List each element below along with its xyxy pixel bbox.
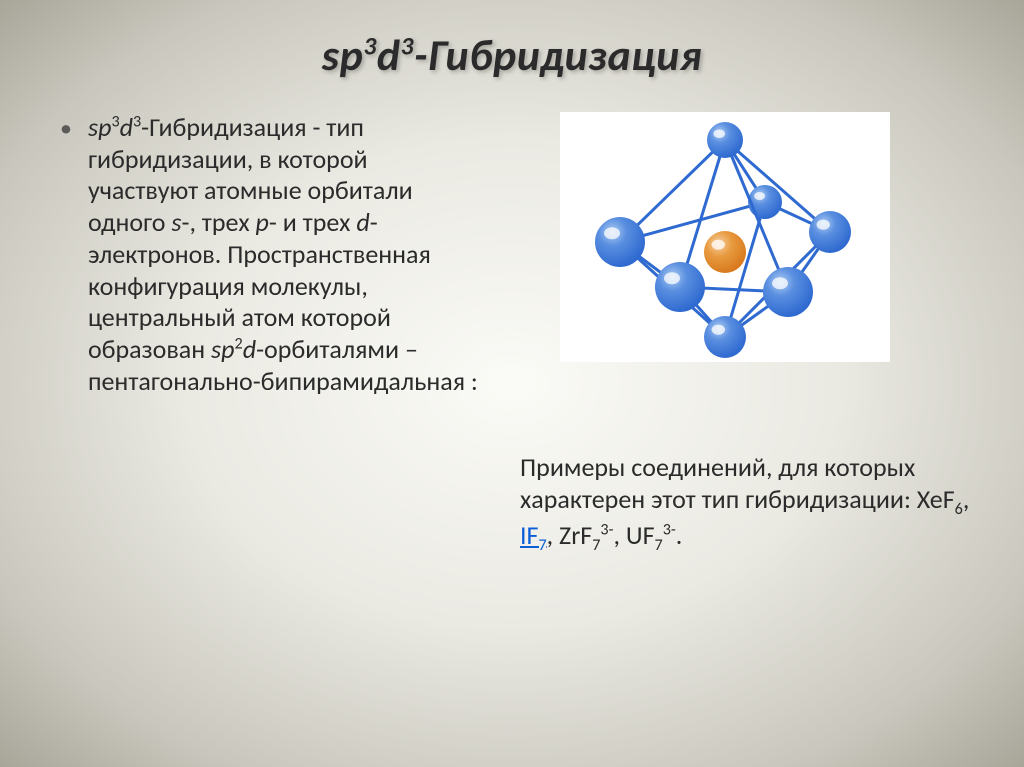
definition-paragraph: sp3d3-Гибридизация - тип гибридизации, в… [88, 112, 480, 397]
title-pre: sp [322, 28, 364, 82]
bullet-icon: • [60, 115, 72, 144]
title-mid: d [377, 28, 401, 82]
examples-paragraph: Примеры соединений, для которых характер… [520, 452, 976, 555]
molecule-svg [560, 112, 890, 362]
content-area: • sp3d3-Гибридизация - тип гибридизации,… [0, 82, 1024, 555]
right-column: Примеры соединений, для которых характер… [500, 112, 976, 555]
molecule-diagram [560, 112, 890, 362]
bullet-row: • sp3d3-Гибридизация - тип гибридизации,… [60, 112, 480, 397]
title-post: -Гибридизация [414, 28, 702, 82]
left-column: • sp3d3-Гибридизация - тип гибридизации,… [60, 112, 500, 555]
title-sup1: 3 [363, 30, 376, 61]
title-sup2: 3 [401, 30, 414, 61]
page-title: sp3d3-Гибридизация [0, 0, 1024, 82]
